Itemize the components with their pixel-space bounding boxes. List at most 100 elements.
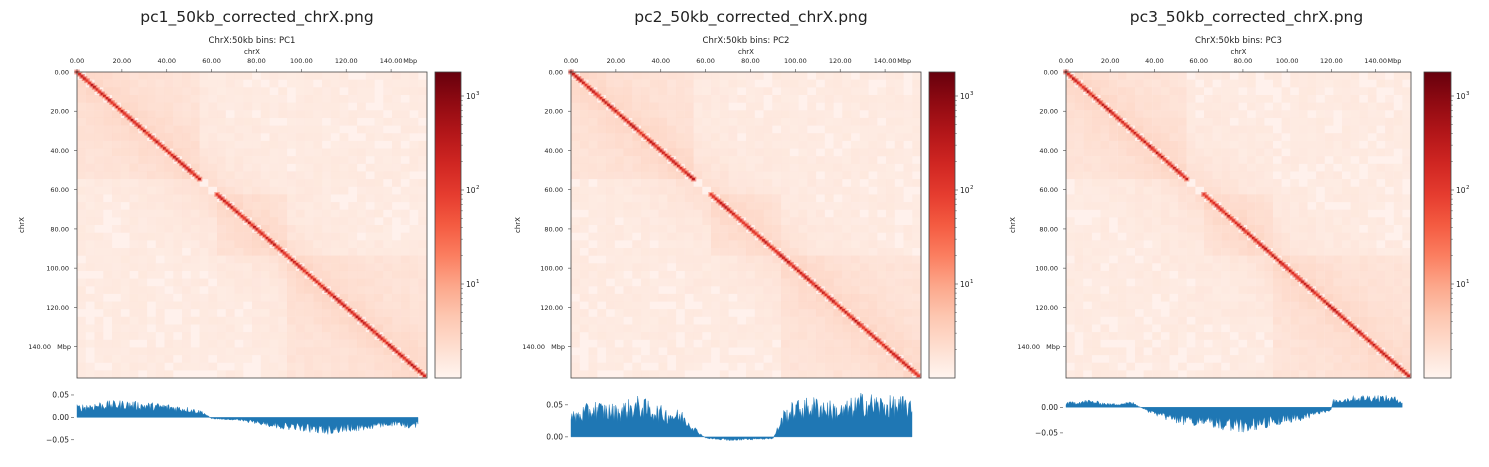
- heatmap-cell: [886, 233, 895, 241]
- heatmap-cell: [235, 187, 244, 195]
- heatmap-cell: [729, 325, 738, 333]
- heatmap-cell: [781, 156, 790, 164]
- heatmap-cell: [313, 248, 322, 256]
- heatmap-cell: [834, 217, 843, 225]
- heatmap-cell: [1299, 103, 1308, 111]
- heatmap-cell: [720, 233, 729, 241]
- heatmap-cell: [764, 256, 773, 264]
- heatmap-cell: [825, 355, 834, 363]
- heatmap-cell: [659, 194, 668, 202]
- heatmap-cell: [1264, 286, 1273, 294]
- heatmap-cell: [667, 225, 676, 233]
- heatmap-cell: [641, 110, 650, 118]
- heatmap-cell: [764, 202, 773, 210]
- heatmap-cell: [252, 248, 261, 256]
- heatmap-cell: [208, 202, 217, 210]
- heatmap-cell: [632, 248, 641, 256]
- heatmap-cell: [895, 225, 904, 233]
- heatmap-cell: [606, 194, 615, 202]
- heatmap-cell: [1351, 271, 1360, 279]
- heatmap-cell: [410, 202, 419, 210]
- heatmap-cell: [1256, 271, 1265, 279]
- heatmap-cell: [720, 317, 729, 325]
- heatmap-cell: [904, 126, 913, 134]
- heatmap-cell: [226, 72, 235, 80]
- heatmap-cell: [842, 126, 851, 134]
- heatmap-cell: [702, 256, 711, 264]
- heatmap-cell: [580, 149, 589, 157]
- y-axis-ticks: 0.0020.0040.0060.0080.00100.00120.00140.…: [28, 69, 77, 352]
- heatmap-cell: [86, 149, 95, 157]
- heatmap-cell: [287, 210, 296, 218]
- heatmap-cell: [278, 271, 287, 279]
- heatmap-cell: [331, 164, 340, 172]
- heatmap-cell: [1264, 370, 1273, 378]
- heatmap-cell: [1195, 370, 1204, 378]
- heatmap-cell: [1221, 187, 1230, 195]
- heatmap-cell: [702, 202, 711, 210]
- heatmap-cell: [340, 171, 349, 179]
- heatmap-cell: [781, 325, 790, 333]
- heatmap-cell: [348, 340, 357, 348]
- heatmap-cell: [1377, 279, 1386, 287]
- heatmap-cell: [305, 317, 314, 325]
- heatmap-cell: [1221, 194, 1230, 202]
- heatmap-cell: [1273, 179, 1282, 187]
- heatmap-cell: [1282, 302, 1291, 310]
- heatmap-cell: [676, 95, 685, 103]
- colorbar-bar: [929, 72, 955, 378]
- heatmap-cell: [755, 210, 764, 218]
- heatmap-cell: [147, 156, 156, 164]
- heatmap-cell: [1290, 302, 1299, 310]
- heatmap-cell: [869, 72, 878, 80]
- heatmap-cell: [1178, 271, 1187, 279]
- heatmap-cell: [383, 103, 392, 111]
- heatmap-cell: [156, 309, 165, 317]
- heatmap-cell: [1213, 233, 1222, 241]
- heatmap-cell: [305, 194, 314, 202]
- heatmap-cell: [1118, 80, 1127, 88]
- heatmap-cell: [1101, 225, 1110, 233]
- heatmap-cell: [1152, 370, 1161, 378]
- heatmap-cell: [147, 110, 156, 118]
- heatmap-cell: [772, 271, 781, 279]
- heatmap-cell: [1144, 370, 1153, 378]
- heatmap-cell: [173, 363, 182, 371]
- heatmap-cell: [860, 149, 869, 157]
- heatmap-cell: [235, 279, 244, 287]
- heatmap-cell: [261, 187, 270, 195]
- heatmap-cell: [357, 286, 366, 294]
- heatmap-cell: [589, 217, 598, 225]
- heatmap-cell: [1152, 248, 1161, 256]
- heatmap-cell: [208, 210, 217, 218]
- heatmap-cell: [340, 72, 349, 80]
- heatmap-cell: [1325, 187, 1334, 195]
- heatmap-cell: [410, 225, 419, 233]
- heatmap-cell: [95, 110, 104, 118]
- heatmap-cell: [191, 248, 200, 256]
- heatmap-cell: [410, 118, 419, 126]
- heatmap-cell: [746, 80, 755, 88]
- heatmap-cell: [1402, 340, 1411, 348]
- heatmap-cell: [1264, 194, 1273, 202]
- heatmap-cell: [650, 309, 659, 317]
- heatmap-cell: [772, 103, 781, 111]
- heatmap-cell: [1204, 240, 1213, 248]
- heatmap-cell: [807, 263, 816, 271]
- heatmap-cell: [676, 118, 685, 126]
- heatmap-cell: [1377, 256, 1386, 264]
- heatmap-cell: [1135, 171, 1144, 179]
- heatmap-cell: [624, 347, 633, 355]
- heatmap-cell: [138, 95, 147, 103]
- heatmap-cell: [313, 347, 322, 355]
- heatmap-cell: [182, 194, 191, 202]
- heatmap-cell: [1195, 317, 1204, 325]
- heatmap-cell: [851, 363, 860, 371]
- heatmap-cell: [147, 317, 156, 325]
- heatmap-cell: [1170, 72, 1179, 80]
- heatmap-cell: [1204, 141, 1213, 149]
- heatmap-cell: [322, 202, 331, 210]
- heatmap-cell: [1316, 355, 1325, 363]
- heatmap-cell: [1075, 225, 1084, 233]
- heatmap-cell: [842, 80, 851, 88]
